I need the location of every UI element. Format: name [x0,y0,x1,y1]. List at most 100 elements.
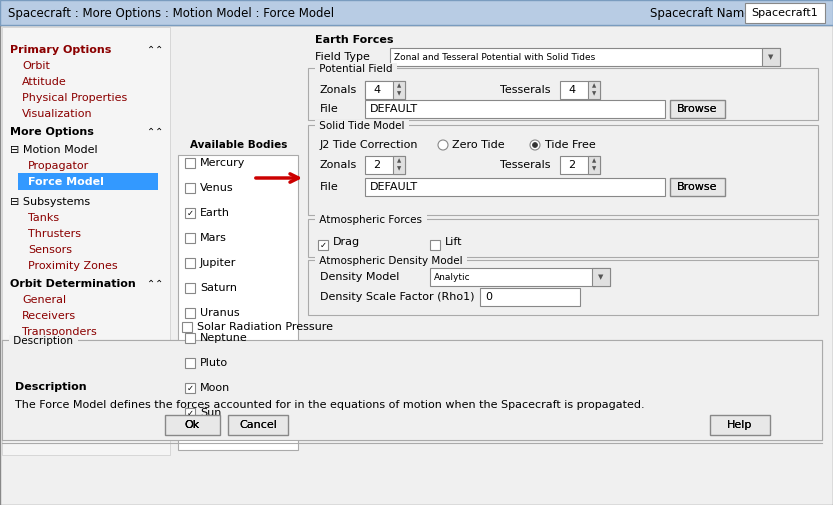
Text: DEFAULT: DEFAULT [370,104,418,114]
FancyBboxPatch shape [670,178,725,196]
FancyBboxPatch shape [185,258,195,268]
FancyBboxPatch shape [165,415,220,435]
Text: ⌃⌃: ⌃⌃ [147,45,163,55]
FancyBboxPatch shape [393,156,405,174]
Text: Analytic: Analytic [434,273,471,281]
Text: ✓: ✓ [187,409,193,418]
Text: Help: Help [727,420,753,430]
Text: Saturn: Saturn [200,283,237,293]
Circle shape [530,140,540,150]
FancyBboxPatch shape [560,81,600,99]
Text: Atmospheric Forces: Atmospheric Forces [316,215,426,225]
Text: Primary Options: Primary Options [10,45,112,55]
FancyBboxPatch shape [430,268,610,286]
Text: ⌃⌃: ⌃⌃ [147,279,163,289]
Text: ▲: ▲ [592,159,596,164]
FancyBboxPatch shape [182,322,192,332]
Text: Zonal and Tesseral Potential with Solid Tides: Zonal and Tesseral Potential with Solid … [394,53,596,62]
FancyBboxPatch shape [308,219,818,257]
Text: Zonals: Zonals [320,85,357,95]
Text: Density Model: Density Model [320,272,399,282]
FancyBboxPatch shape [430,240,440,250]
Text: Jupiter: Jupiter [200,258,237,268]
Text: Browse: Browse [677,182,718,192]
FancyBboxPatch shape [185,333,195,343]
Text: Cancel: Cancel [239,420,277,430]
Text: Ok: Ok [185,420,200,430]
FancyBboxPatch shape [2,340,822,440]
Text: ✓: ✓ [320,240,327,249]
FancyBboxPatch shape [185,283,195,293]
Text: Description: Description [15,382,87,392]
Text: Solar Radiation Pressure: Solar Radiation Pressure [197,322,333,332]
Text: File: File [320,104,339,114]
FancyBboxPatch shape [185,208,195,218]
Text: Tanks: Tanks [28,213,59,223]
Text: Browse: Browse [677,182,718,192]
FancyBboxPatch shape [588,156,600,174]
FancyBboxPatch shape [185,158,195,168]
Text: 4: 4 [568,85,576,95]
Text: Neptune: Neptune [200,333,247,343]
Text: ✓: ✓ [187,209,193,218]
Text: ▲: ▲ [397,159,402,164]
Text: The Force Model defines the forces accounted for in the equations of motion when: The Force Model defines the forces accou… [15,400,645,410]
Text: Orbit: Orbit [22,61,50,71]
Text: Potential Field: Potential Field [316,64,396,74]
Text: ⊟ Subsystems: ⊟ Subsystems [10,197,90,207]
Text: Lift: Lift [445,237,462,247]
FancyBboxPatch shape [185,308,195,318]
Text: Tesserals: Tesserals [500,85,551,95]
Text: DEFAULT: DEFAULT [370,182,418,192]
Text: Help: Help [727,420,753,430]
Text: ▼: ▼ [768,54,774,60]
Text: Zonals: Zonals [320,160,357,170]
Text: ▼: ▼ [397,167,402,172]
Text: Tesserals: Tesserals [500,160,551,170]
Text: Ok: Ok [185,420,200,430]
FancyArrowPatch shape [256,174,298,182]
Text: Mars: Mars [200,233,227,243]
Text: File: File [320,182,339,192]
FancyBboxPatch shape [318,240,328,250]
FancyBboxPatch shape [0,0,833,25]
FancyBboxPatch shape [308,260,818,315]
Text: Orbit Determination: Orbit Determination [10,279,136,289]
Text: Uranus: Uranus [200,308,240,318]
FancyBboxPatch shape [185,233,195,243]
Text: ▼: ▼ [592,167,596,172]
FancyBboxPatch shape [2,340,822,440]
FancyBboxPatch shape [308,125,818,215]
FancyBboxPatch shape [390,48,780,66]
Text: ▼: ▼ [592,91,596,96]
Text: More Options: More Options [10,127,94,137]
FancyBboxPatch shape [365,81,390,99]
FancyBboxPatch shape [670,100,725,118]
Text: Moon: Moon [200,383,230,393]
FancyBboxPatch shape [2,27,170,455]
Text: Receivers: Receivers [22,311,76,321]
FancyBboxPatch shape [185,183,195,193]
Text: Propagator: Propagator [28,161,89,171]
FancyBboxPatch shape [393,81,405,99]
FancyBboxPatch shape [710,415,770,435]
FancyBboxPatch shape [185,383,195,393]
Text: Cancel: Cancel [239,420,277,430]
Text: Transponders: Transponders [22,327,97,337]
Text: Zero Tide: Zero Tide [452,140,505,150]
Text: Attitude: Attitude [22,77,67,87]
Text: Browse: Browse [677,104,718,114]
Circle shape [532,142,537,147]
Text: Field Type: Field Type [315,52,370,62]
Text: Venus: Venus [200,183,233,193]
Text: Sun: Sun [200,408,222,418]
Text: 4: 4 [373,85,381,95]
Text: 0: 0 [485,292,492,302]
Text: Force Model: Force Model [28,177,104,187]
Text: J2 Tide Correction: J2 Tide Correction [320,140,418,150]
FancyBboxPatch shape [365,100,665,118]
Text: ✓: ✓ [187,383,193,392]
Circle shape [438,140,448,150]
FancyBboxPatch shape [592,268,610,286]
Text: Pluto: Pluto [200,358,228,368]
